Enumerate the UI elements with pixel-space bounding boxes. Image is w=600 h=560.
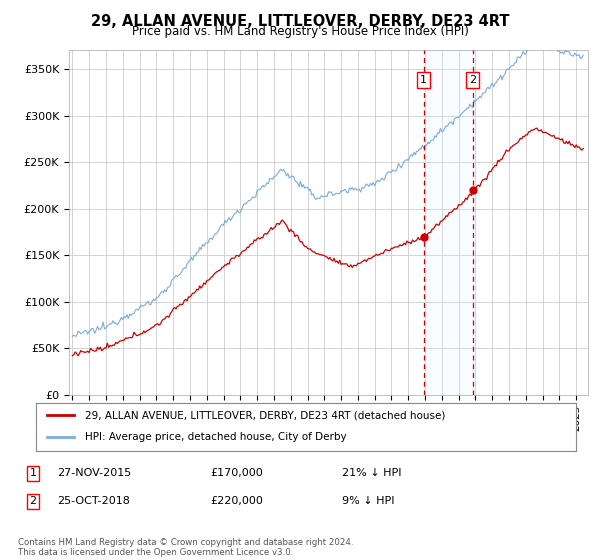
Text: Contains HM Land Registry data © Crown copyright and database right 2024.
This d: Contains HM Land Registry data © Crown c… [18, 538, 353, 557]
Bar [424, 50, 473, 395]
Text: Price paid vs. HM Land Registry's House Price Index (HPI): Price paid vs. HM Land Registry's House … [131, 25, 469, 38]
Text: 29, ALLAN AVENUE, LITTLEOVER, DERBY, DE23 4RT (detached house): 29, ALLAN AVENUE, LITTLEOVER, DERBY, DE2… [85, 410, 445, 420]
Text: 29, ALLAN AVENUE, LITTLEOVER, DERBY, DE23 4RT: 29, ALLAN AVENUE, LITTLEOVER, DERBY, DE2… [91, 14, 509, 29]
Text: 1: 1 [29, 468, 37, 478]
Text: 27-NOV-2015: 27-NOV-2015 [57, 468, 131, 478]
Text: 21% ↓ HPI: 21% ↓ HPI [342, 468, 401, 478]
Text: 1: 1 [420, 75, 427, 85]
Text: 9% ↓ HPI: 9% ↓ HPI [342, 496, 395, 506]
Text: 2: 2 [469, 75, 476, 85]
Text: 25-OCT-2018: 25-OCT-2018 [57, 496, 130, 506]
Text: 2: 2 [29, 496, 37, 506]
Text: HPI: Average price, detached house, City of Derby: HPI: Average price, detached house, City… [85, 432, 346, 442]
Text: £220,000: £220,000 [210, 496, 263, 506]
Text: £170,000: £170,000 [210, 468, 263, 478]
